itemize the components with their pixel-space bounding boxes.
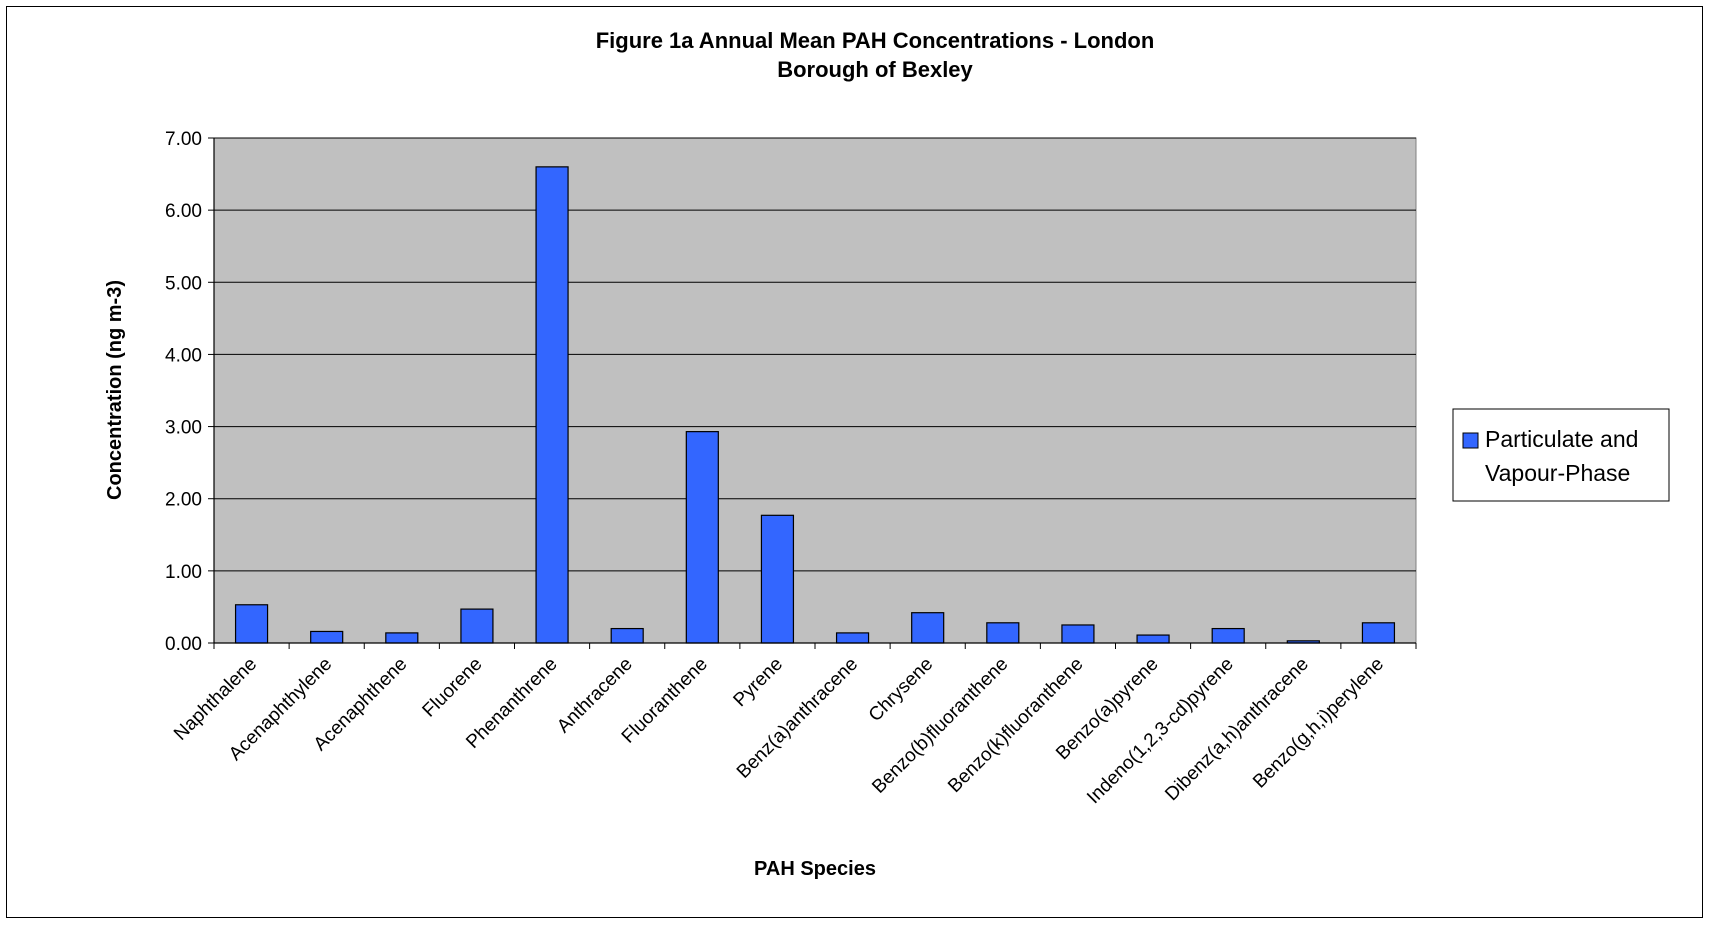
x-tick-label: Dibenz(a,h)anthracene [1161,654,1313,806]
x-tick-label: Chrysene [865,654,937,726]
y-tick-label: 5.00 [165,273,202,294]
bar [1061,624,1095,644]
bar [986,622,1020,644]
bar [610,627,644,644]
y-tick-label: 7.00 [165,129,202,150]
y-tick-label: 6.00 [165,201,202,222]
x-tick-label: Benzo(k)fluoranthene [944,654,1087,797]
bar [685,431,719,644]
x-tick-label: Indeno(1,2,3-cd)pyrene [1083,654,1238,809]
bar [1211,627,1245,644]
bar [1361,622,1396,644]
legend: Particulate and Vapour-Phase [1452,408,1670,502]
bar [535,166,569,644]
y-axis-title: Concentration (ng m-3) [104,280,126,500]
chart-frame: Figure 1a Annual Mean PAH Concentrations… [6,6,1703,918]
bar [310,630,344,644]
y-tick-label: 4.00 [165,345,202,366]
axes [208,137,1417,649]
x-tick-label: Pyrene [730,654,787,711]
legend-box [1452,408,1670,502]
bar-chart: Figure 1a Annual Mean PAH Concentrations… [104,28,1670,880]
legend-label-line-2: Vapour-Phase [1485,460,1630,486]
chart-title: Figure 1a Annual Mean PAH Concentrations… [596,28,1155,53]
chart-subtitle: Borough of Bexley [777,57,973,82]
bar [385,632,419,644]
bar [760,514,795,644]
x-tick-label: Fluorene [419,654,487,722]
bars [234,166,1396,644]
legend-label-line-1: Particulate and [1485,426,1638,452]
x-tick-label: Anthracene [553,654,637,738]
x-axis-title: PAH Species [754,858,876,880]
x-tick-label: Benzo(g,h,i)perylene [1249,654,1388,793]
y-tick-label: 3.00 [165,418,202,439]
bar [835,632,870,644]
bar [460,608,494,644]
y-tick-labels: 0.00 1.00 2.00 3.00 4.00 5.00 6.00 7.00 [165,129,202,655]
plot-area [213,137,1417,644]
bar [911,612,945,644]
bar [1136,634,1170,644]
y-tick-label: 2.00 [165,490,202,511]
y-tick-label: 0.00 [165,634,202,655]
bar [234,604,269,644]
legend-swatch [1462,432,1479,449]
y-tick-label: 1.00 [165,562,202,583]
x-tick-label: Benzo(b)fluoranthene [868,654,1012,798]
gridlines [214,137,1416,572]
